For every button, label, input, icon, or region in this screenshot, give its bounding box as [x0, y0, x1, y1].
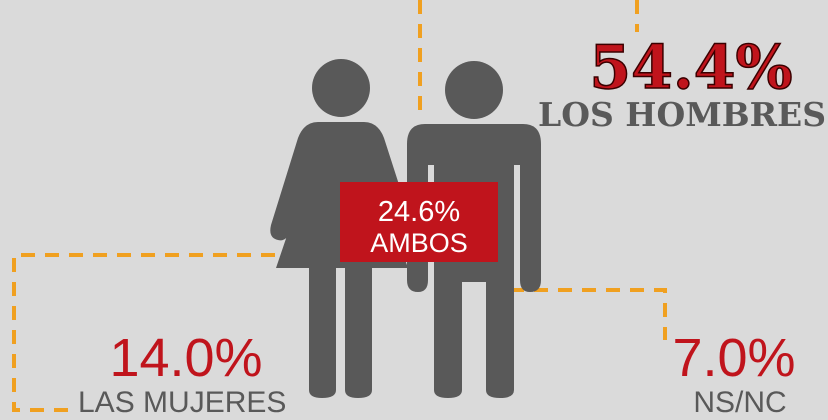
- nsnc-label: NS/NC: [693, 386, 786, 419]
- nsnc-value: 7.0%: [672, 328, 795, 388]
- women-value: 14.0%: [109, 328, 262, 388]
- women-label: LAS MUJERES: [78, 386, 286, 419]
- ambos-value: 24.6%: [378, 196, 460, 228]
- connector-women: [12, 253, 275, 412]
- ambos-label: AMBOS: [370, 228, 468, 258]
- men-label: LOS HOMBRES: [538, 95, 826, 134]
- ambos-box: [340, 182, 498, 262]
- men-value: 54.4%: [589, 33, 792, 103]
- connector-nsnc: [510, 288, 667, 340]
